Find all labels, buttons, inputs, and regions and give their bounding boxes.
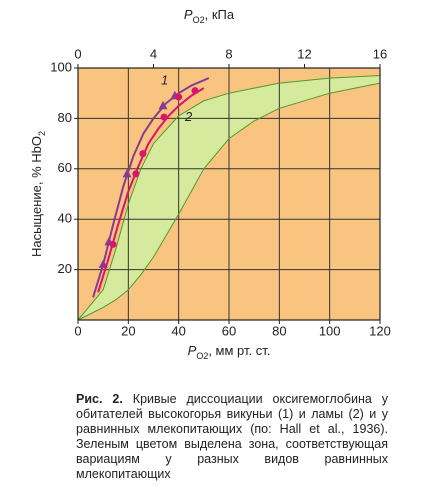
x2-tick-label: 0 bbox=[74, 46, 81, 61]
curve-label: 2 bbox=[184, 109, 193, 124]
x-tick-label: 120 bbox=[369, 323, 391, 338]
point bbox=[109, 240, 117, 248]
y-axis-label-main: Насыщение, % HbO bbox=[29, 136, 44, 257]
caption: Рис. 2. Кривые диссоциации оксигемоглоби… bbox=[76, 392, 388, 482]
curve bbox=[97, 87, 205, 293]
point bbox=[139, 150, 147, 158]
y-tick-label: 80 bbox=[58, 110, 72, 125]
curve bbox=[92, 77, 210, 298]
x-tick-label: 40 bbox=[171, 323, 185, 338]
x2-axis-label-main: P bbox=[184, 7, 193, 22]
x-axis-label-rest: , мм рт. ст. bbox=[208, 343, 270, 358]
band-upper-edge bbox=[77, 75, 381, 321]
caption-label: Рис. 2. bbox=[76, 392, 123, 406]
x2-tick-label: 16 bbox=[373, 46, 387, 61]
y-axis-label-sub: 2 bbox=[37, 131, 47, 136]
y-tick-label: 60 bbox=[58, 160, 72, 175]
point bbox=[158, 100, 168, 110]
x2-tick-label: 12 bbox=[297, 46, 311, 61]
x2-tick-label: 8 bbox=[225, 46, 232, 61]
x2-axis-label-rest: , кПа bbox=[205, 7, 235, 22]
caption-text: Кривые диссоциации оксигемоглобина у оби… bbox=[76, 392, 388, 481]
x2-axis-label-sub: O2 bbox=[193, 15, 205, 25]
x-axis-label: PO2, мм рт. ст. bbox=[188, 343, 271, 361]
x-axis-label-main: P bbox=[188, 343, 197, 358]
y-tick-label: 40 bbox=[58, 211, 72, 226]
y-tick-label: 100 bbox=[50, 59, 72, 74]
curve-label: 1 bbox=[161, 73, 168, 88]
y-tick-label: 20 bbox=[58, 261, 72, 276]
band-lower-edge bbox=[77, 82, 381, 321]
x-tick-label: 60 bbox=[222, 323, 236, 338]
x-tick-label: 0 bbox=[74, 323, 81, 338]
x-tick-label: 100 bbox=[319, 323, 341, 338]
x-tick-label: 20 bbox=[121, 323, 135, 338]
point bbox=[160, 113, 168, 121]
x-axis-label-sub: O2 bbox=[196, 351, 208, 361]
point bbox=[191, 87, 199, 95]
x2-tick-label: 4 bbox=[150, 46, 157, 61]
x-tick-label: 80 bbox=[272, 323, 286, 338]
point bbox=[132, 170, 140, 178]
x2-axis-label: PO2, кПа bbox=[184, 7, 235, 25]
point bbox=[175, 93, 183, 101]
y-axis-label: Насыщение, % HbO2 bbox=[29, 131, 47, 257]
point bbox=[122, 168, 132, 178]
